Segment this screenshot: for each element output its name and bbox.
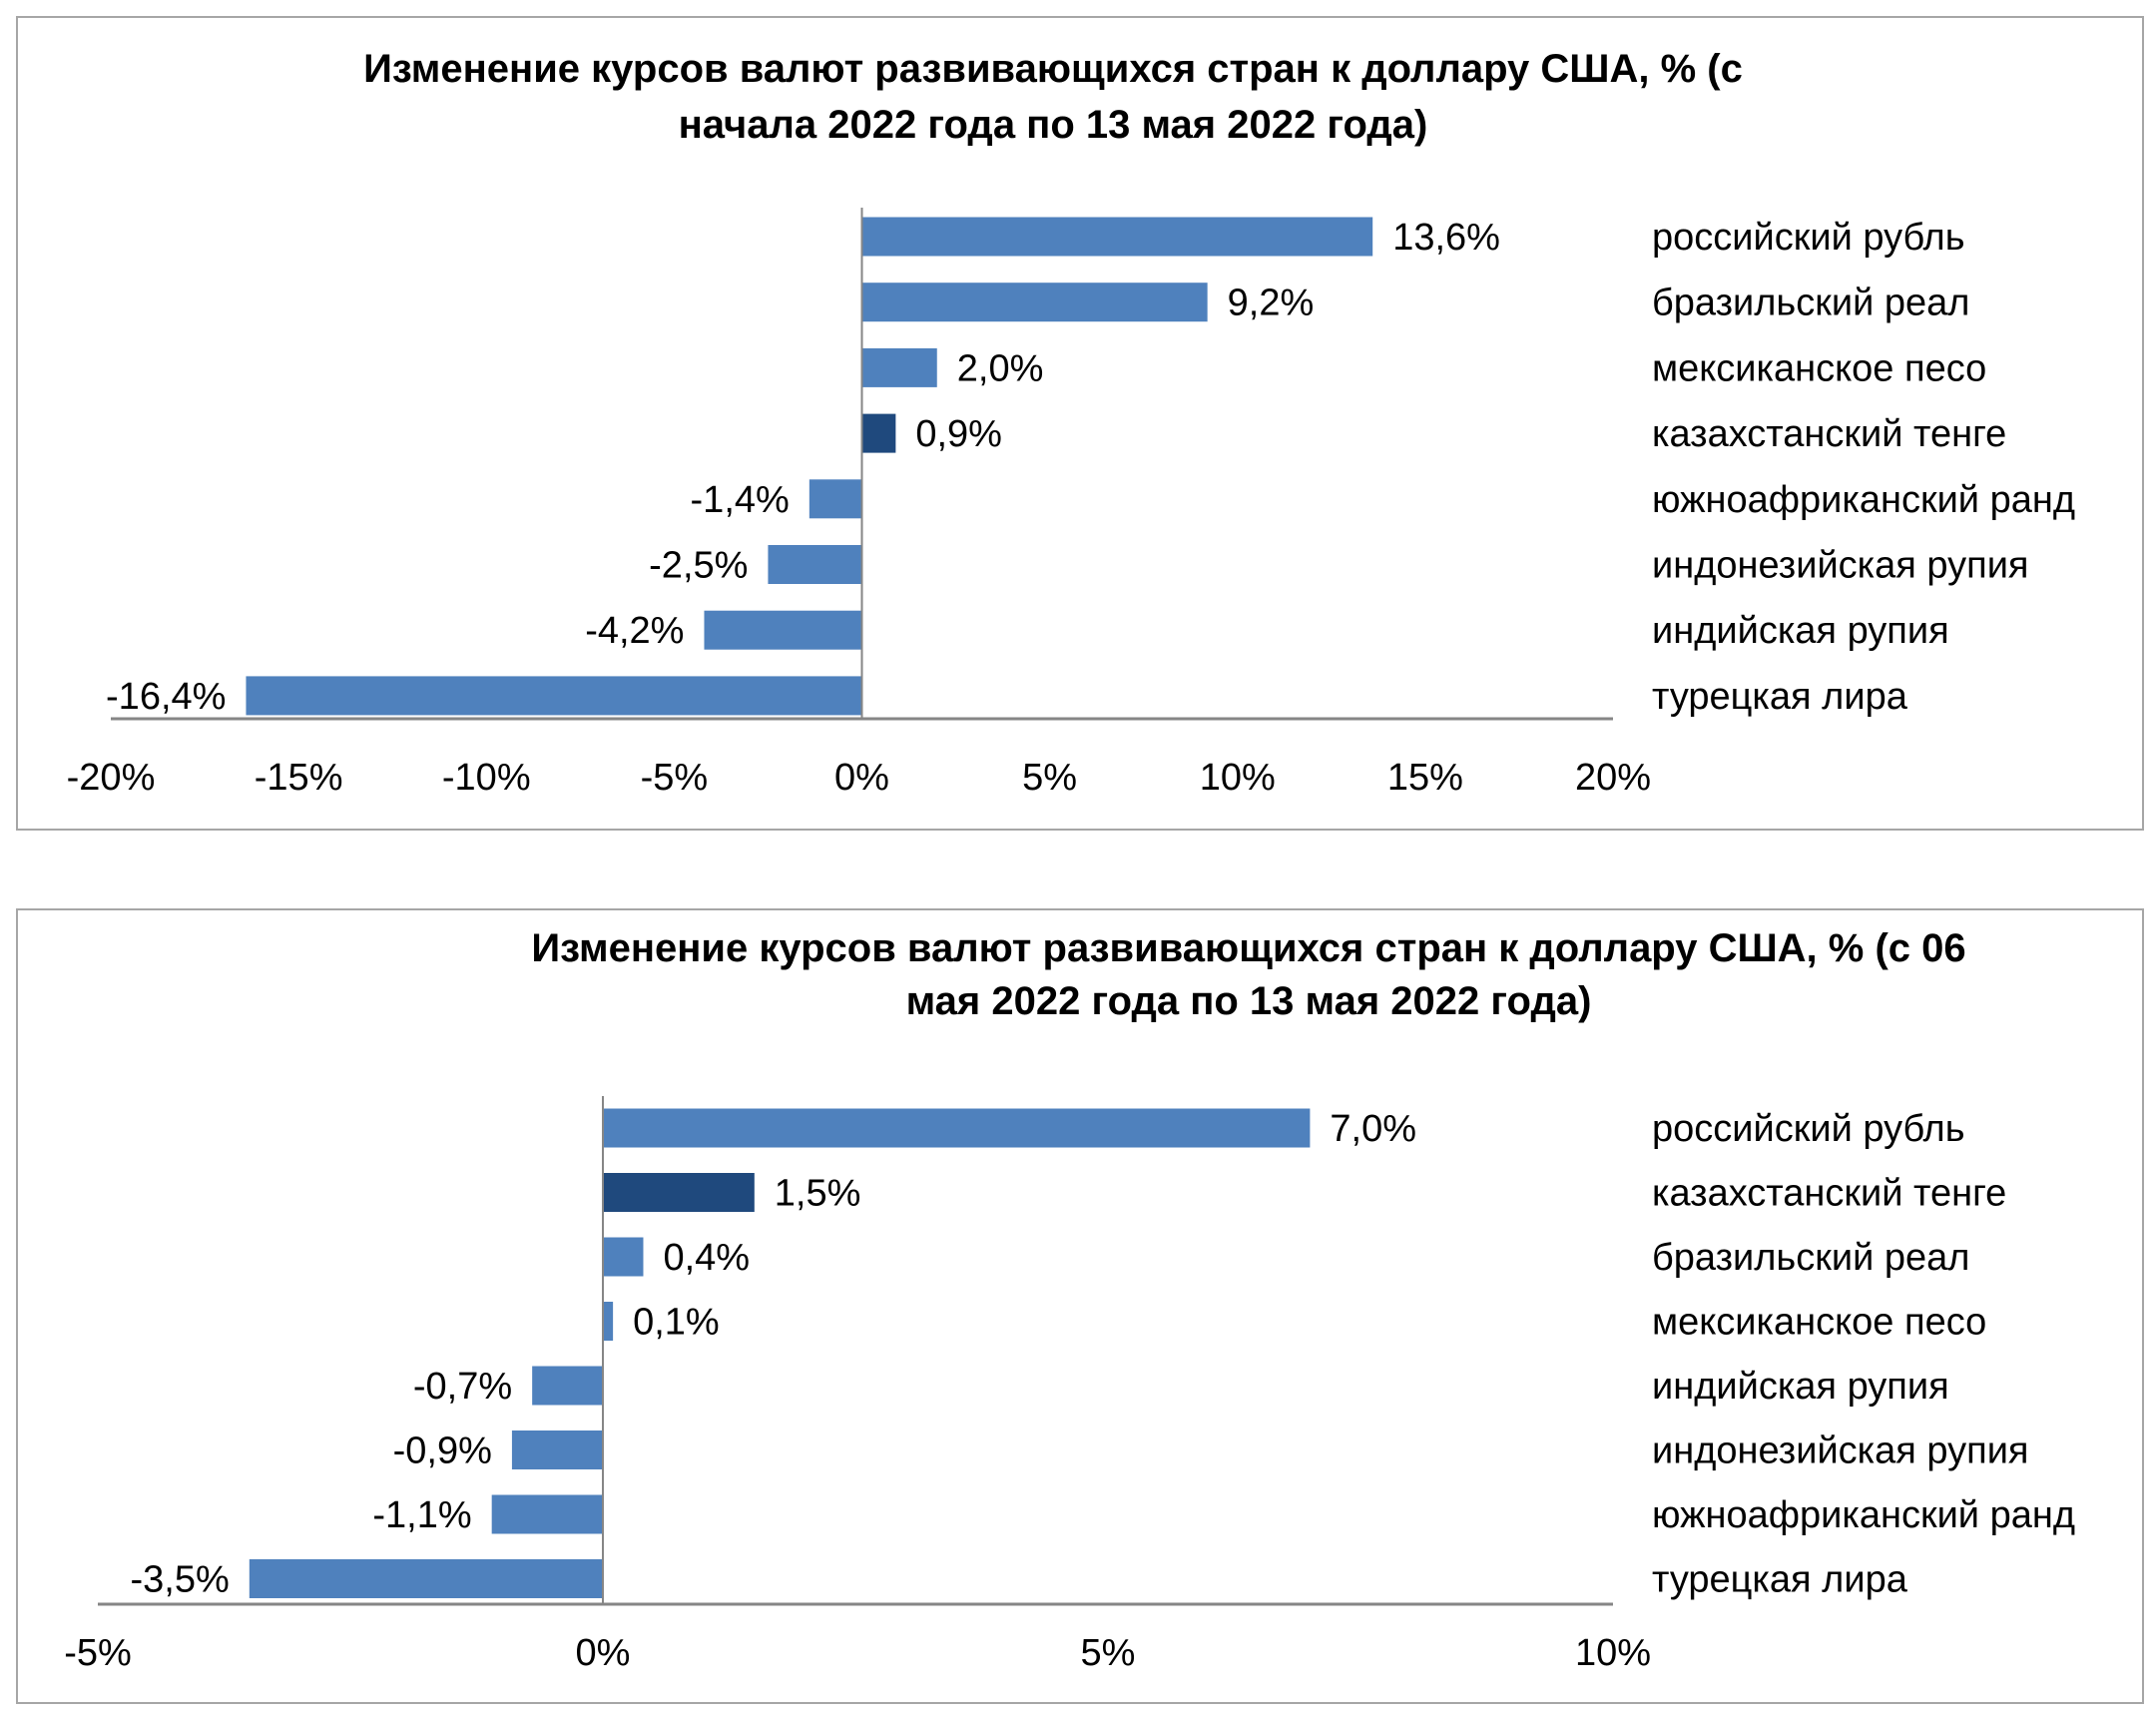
bar: [861, 413, 896, 453]
x-tick-label: 15%: [1387, 757, 1463, 799]
bar: [861, 347, 937, 387]
x-tick-label: 20%: [1575, 757, 1651, 799]
data-label: 0,4%: [663, 1237, 750, 1279]
bar: [603, 1237, 644, 1277]
data-label: -1,1%: [372, 1494, 471, 1536]
bar: [603, 1302, 614, 1341]
category-label: мексиканское песо: [1652, 347, 1986, 389]
data-label: 1,5%: [775, 1173, 861, 1215]
x-tick-label: -5%: [641, 757, 709, 799]
x-tick-label: 0%: [576, 1632, 631, 1674]
bar: [603, 1173, 755, 1212]
bar: [861, 217, 1373, 257]
data-label: -16,4%: [106, 676, 226, 718]
x-tick-label: -10%: [442, 757, 531, 799]
data-label: -3,5%: [131, 1559, 230, 1601]
category-label: российский рубль: [1652, 217, 1965, 259]
x-tick-label: 5%: [1022, 757, 1077, 799]
bar: [768, 545, 862, 584]
bar: [704, 610, 862, 650]
data-label: 0,1%: [633, 1302, 720, 1344]
data-label: 2,0%: [957, 347, 1044, 389]
category-label: мексиканское песо: [1652, 1302, 1986, 1344]
data-label: 7,0%: [1330, 1108, 1416, 1150]
category-label: турецкая лира: [1652, 676, 1908, 718]
x-tick-label: 5%: [1081, 1632, 1136, 1674]
x-tick-label: -15%: [255, 757, 343, 799]
bar: [861, 283, 1208, 322]
category-label: казахстанский тенге: [1652, 1173, 2006, 1215]
category-label: российский рубль: [1652, 1108, 1965, 1150]
bar: [808, 479, 862, 519]
category-label: индонезийская рупия: [1652, 545, 2029, 587]
chart-title-line: Изменение курсов валют развивающихся стр…: [531, 926, 1965, 970]
bar: [532, 1366, 603, 1406]
data-label: -0,9%: [393, 1431, 492, 1472]
data-label: -1,4%: [691, 479, 790, 521]
bar: [603, 1108, 1311, 1148]
category-label: южноафриканский ранд: [1652, 1494, 2075, 1536]
x-tick-label: -5%: [64, 1632, 132, 1674]
bar: [246, 676, 862, 716]
category-label: южноафриканский ранд: [1652, 479, 2075, 521]
data-label: 9,2%: [1228, 283, 1315, 324]
category-label: индийская рупия: [1652, 610, 1949, 652]
category-label: турецкая лира: [1652, 1559, 1908, 1601]
chart-title-line: Изменение курсов валют развивающихся стр…: [363, 47, 1743, 91]
x-tick-label: 0%: [834, 757, 889, 799]
category-label: казахстанский тенге: [1652, 413, 2006, 455]
category-label: бразильский реал: [1652, 1237, 1969, 1279]
x-tick-label: -20%: [67, 757, 156, 799]
bar: [249, 1559, 604, 1598]
data-label: -2,5%: [649, 545, 748, 587]
data-label: 13,6%: [1392, 217, 1500, 259]
category-label: индийская рупия: [1652, 1366, 1949, 1408]
chart-title-line: начала 2022 года по 13 мая 2022 года): [679, 103, 1428, 147]
x-tick-label: 10%: [1200, 757, 1276, 799]
bar: [491, 1494, 603, 1534]
category-label: индонезийская рупия: [1652, 1431, 2029, 1472]
bar: [511, 1431, 603, 1469]
x-tick-label: 10%: [1575, 1632, 1651, 1674]
chart-title-line: мая 2022 года по 13 мая 2022 года): [906, 979, 1592, 1023]
data-label: -0,7%: [413, 1366, 512, 1408]
category-label: бразильский реал: [1652, 283, 1969, 324]
data-label: -4,2%: [585, 610, 684, 652]
data-label: 0,9%: [915, 413, 1002, 455]
